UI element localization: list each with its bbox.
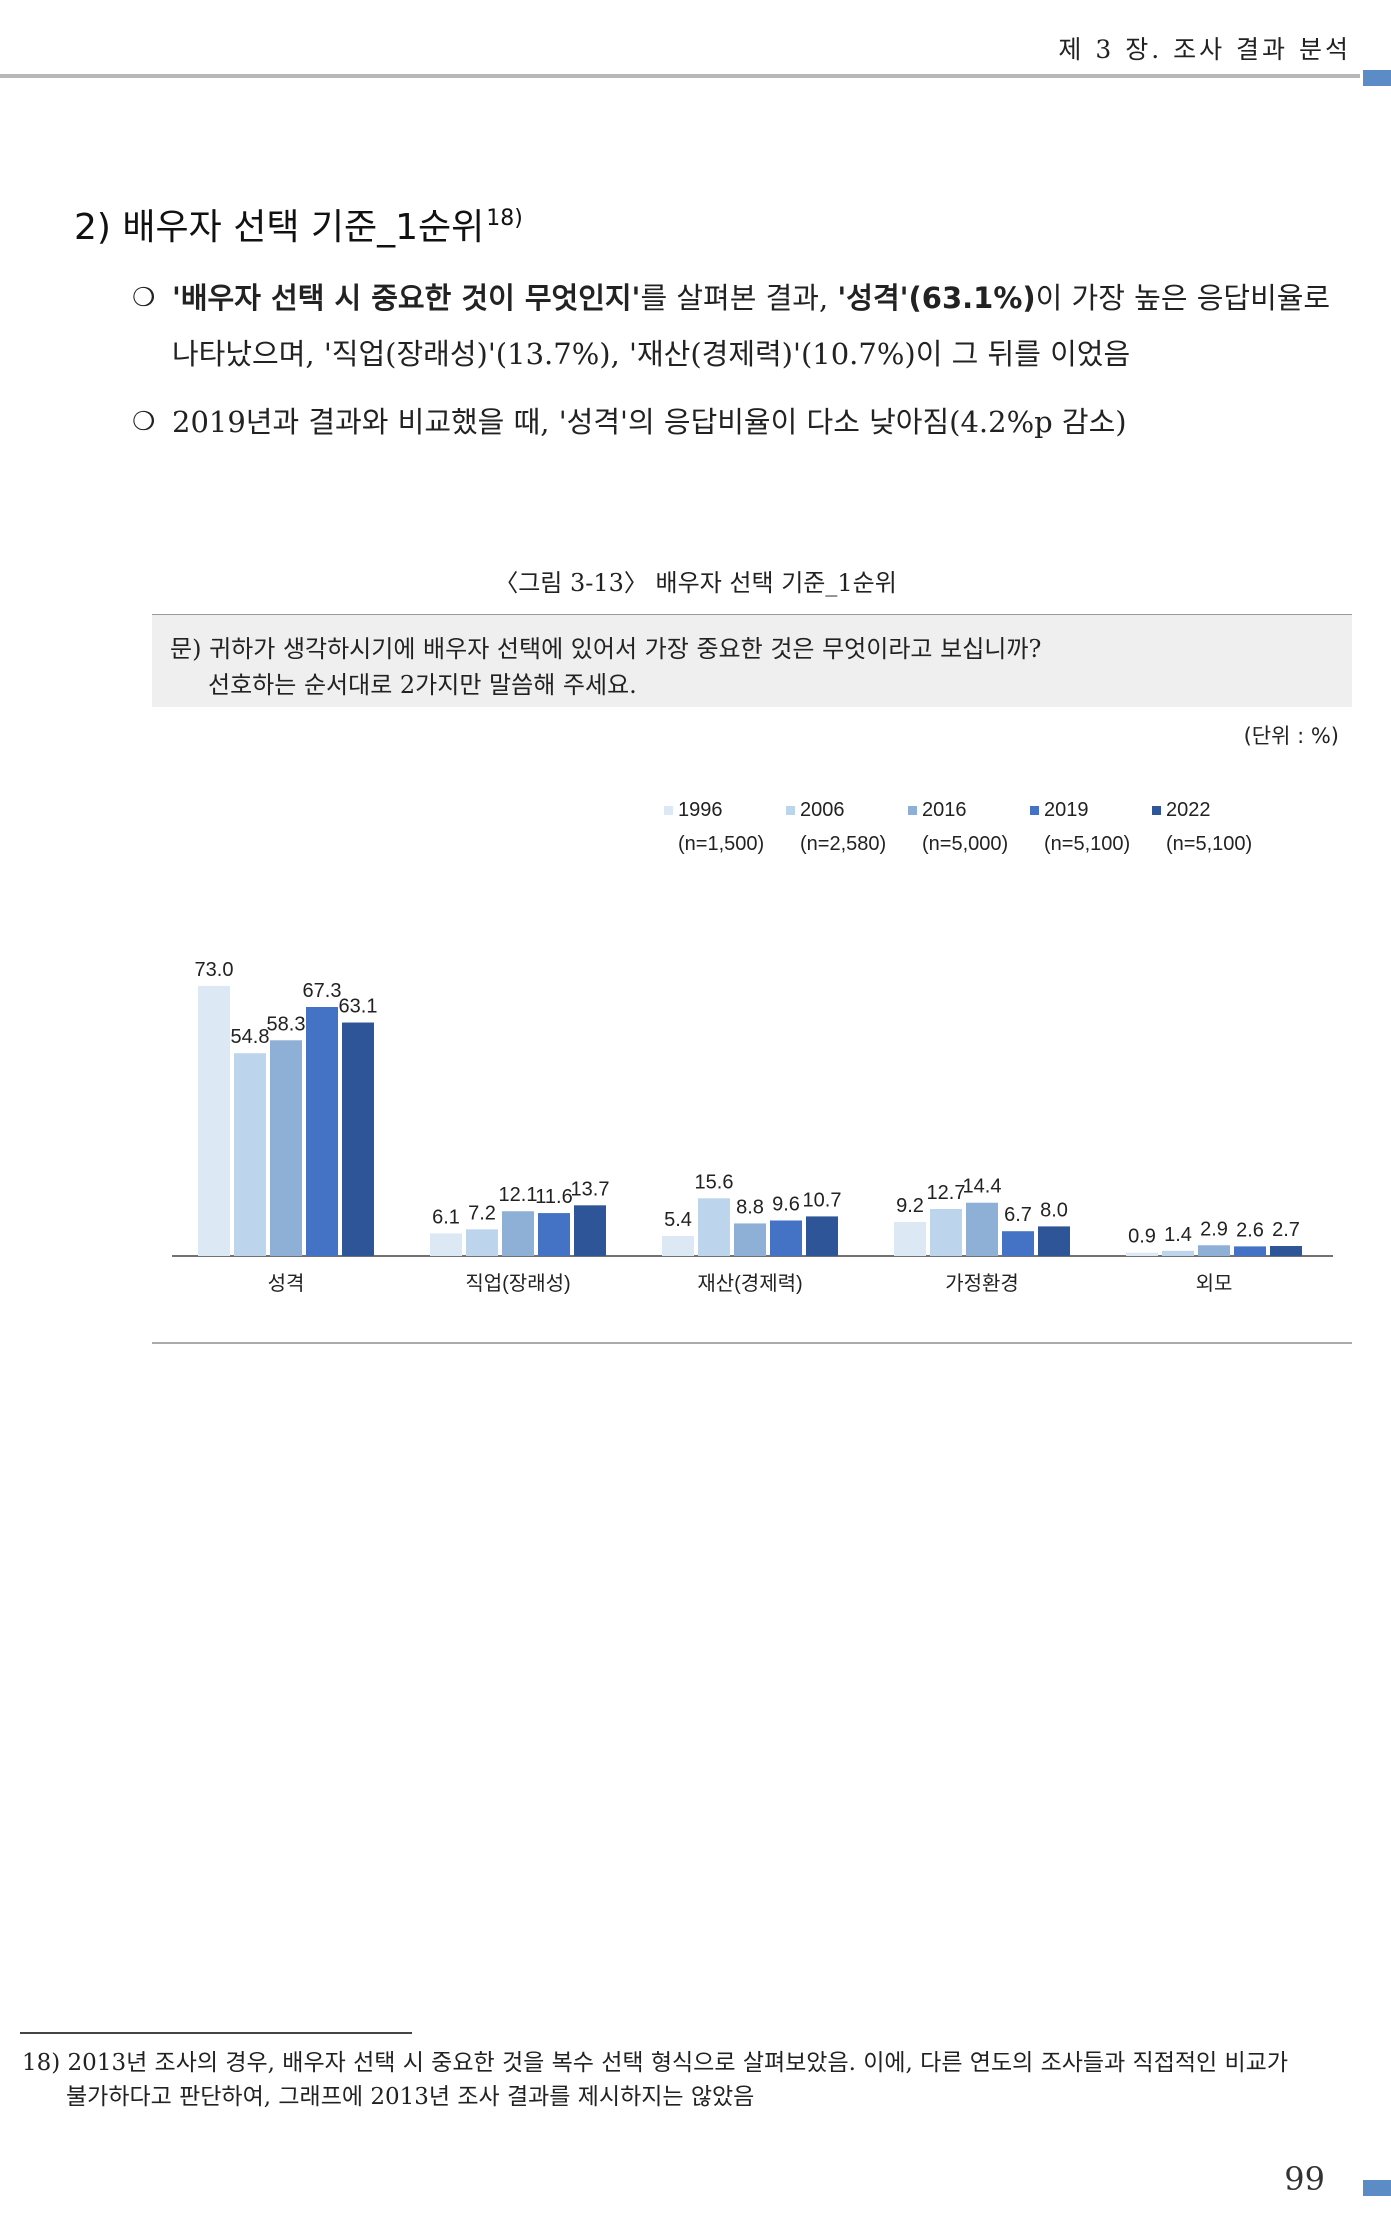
data-label-2022-3: 8.0 xyxy=(1040,1199,1068,1221)
bar-2016-3 xyxy=(966,1202,998,1256)
bar-2019-1 xyxy=(538,1213,570,1256)
bullet-mark: ❍ xyxy=(132,283,156,313)
data-label-2019-3: 6.7 xyxy=(1004,1204,1032,1226)
legend-swatch-2006 xyxy=(786,806,795,815)
data-label-2019-4: 2.6 xyxy=(1236,1219,1264,1241)
figure-bottom-rule xyxy=(152,1342,1352,1344)
header-rule xyxy=(0,74,1360,78)
question-box: 문) 귀하가 생각하시기에 배우자 선택에 있어서 가장 중요한 것은 무엇이라… xyxy=(152,614,1352,707)
data-label-2022-2: 10.7 xyxy=(803,1189,842,1211)
data-label-2016-3: 14.4 xyxy=(963,1176,1002,1198)
data-label-2006-4: 1.4 xyxy=(1164,1224,1192,1246)
question-line-2: 선호하는 순서대로 2가지만 말씀해 주세요. xyxy=(208,671,637,699)
data-label-2006-3: 12.7 xyxy=(927,1182,966,1204)
bullet-mark: ❍ xyxy=(132,407,156,437)
data-label-2016-0: 58.3 xyxy=(267,1013,306,1035)
unit-label: (단위 : %) xyxy=(1243,724,1339,748)
question-line-1: 문) 귀하가 생각하시기에 배우자 선택에 있어서 가장 중요한 것은 무엇이라… xyxy=(170,635,1042,663)
page-accent-block xyxy=(1363,2180,1391,2196)
bar-2016-4 xyxy=(1198,1245,1230,1256)
bullet-1-text-1: 를 살펴본 결과, xyxy=(640,281,838,315)
chapter-header: 제 3 장. 조사 결과 분석 xyxy=(1058,35,1351,64)
bar-2019-3 xyxy=(1002,1231,1034,1256)
data-label-2019-2: 9.6 xyxy=(772,1193,800,1215)
data-label-2019-0: 67.3 xyxy=(303,980,342,1002)
data-label-1996-4: 0.9 xyxy=(1128,1226,1156,1248)
category-label-0: 성격 xyxy=(268,1272,305,1295)
data-label-2016-1: 12.1 xyxy=(499,1184,538,1206)
bar-2022-2 xyxy=(806,1216,838,1256)
bar-1996-0 xyxy=(198,985,230,1256)
legend-n-2019: (n=5,100) xyxy=(1044,833,1130,855)
data-label-2022-1: 13.7 xyxy=(571,1178,610,1200)
header-accent-block xyxy=(1363,70,1391,86)
legend-n-1996: (n=1,500) xyxy=(678,833,764,855)
bar-1996-3 xyxy=(894,1221,926,1256)
data-label-2022-4: 2.7 xyxy=(1272,1219,1300,1241)
bar-2006-1 xyxy=(466,1229,498,1256)
category-label-2: 재산(경제력) xyxy=(697,1272,802,1295)
data-label-2006-1: 7.2 xyxy=(468,1202,496,1224)
bullet-1-text: '배우자 선택 시 중요한 것이 무엇인지'를 살펴본 결과, '성격'(63.… xyxy=(172,270,1391,382)
legend-n-2022: (n=5,100) xyxy=(1166,833,1252,855)
legend-n-2016: (n=5,000) xyxy=(922,833,1008,855)
bar-1996-2 xyxy=(662,1236,694,1256)
legend-label-1996: 1996 xyxy=(678,799,723,821)
bullet-1-bold-1: '배우자 선택 시 중요한 것이 무엇인지' xyxy=(172,281,641,315)
bar-chart: 73.0 54.858.3 67.363.1 성격 6.1 7.212.111.613.7… xyxy=(172,799,1333,1295)
legend-swatch-2016 xyxy=(908,806,917,815)
data-label-1996-1: 6.1 xyxy=(432,1206,460,1228)
bar-2006-0 xyxy=(234,1053,266,1256)
footnote-rule xyxy=(20,2032,412,2034)
bullet-1-bold-2: '성격'(63.1%) xyxy=(837,281,1036,315)
bullet-1-text-2: 이 가장 높은 응답비율로 xyxy=(1035,281,1331,315)
bar-2019-2 xyxy=(770,1220,802,1256)
data-label-2006-2: 15.6 xyxy=(695,1171,734,1193)
data-label-1996-0: 73.0 xyxy=(195,959,234,981)
legend-label-2022: 2022 xyxy=(1166,799,1211,821)
bar-2022-3 xyxy=(1038,1226,1070,1256)
data-label-2019-1: 11.6 xyxy=(535,1186,572,1208)
data-label-1996-3: 9.2 xyxy=(896,1195,924,1217)
footnote-line-1: 18) 2013년 조사의 경우, 배우자 선택 시 중요한 것을 복수 선택 … xyxy=(22,2050,1288,2076)
legend-swatch-2019 xyxy=(1030,806,1039,815)
category-label-3: 가정환경 xyxy=(945,1272,1019,1295)
bar-2006-3 xyxy=(930,1209,962,1256)
bar-2019-0 xyxy=(306,1006,338,1256)
footnote-ref: 18) xyxy=(486,206,523,231)
legend-label-2016: 2016 xyxy=(922,799,967,821)
bar-2006-4 xyxy=(1162,1250,1194,1256)
legend-n-2006: (n=2,580) xyxy=(800,833,886,855)
legend-label-2006: 2006 xyxy=(800,799,845,821)
bar-2016-0 xyxy=(270,1040,302,1256)
legend-swatch-2022 xyxy=(1152,806,1161,815)
data-label-1996-2: 5.4 xyxy=(664,1209,692,1231)
legend-swatch-1996 xyxy=(664,806,673,815)
bar-1996-4 xyxy=(1126,1252,1158,1256)
section-title: 2) 배우자 선택 기준_1순위18) xyxy=(74,198,523,250)
bar-2022-1 xyxy=(574,1205,606,1256)
figure-caption: 〈그림 3-13〉 배우자 선택 기준_1순위 xyxy=(494,569,897,597)
data-label-2022-0: 63.1 xyxy=(339,996,378,1018)
data-label-2016-4: 2.9 xyxy=(1200,1218,1228,1240)
data-label-2006-0: 54.8 xyxy=(231,1026,270,1048)
footnote: 18) 2013년 조사의 경우, 배우자 선택 시 중요한 것을 복수 선택 … xyxy=(22,2046,1382,2114)
footnote-line-2: 불가하다고 판단하여, 그래프에 2013년 조사 결과를 제시하지는 않았음 xyxy=(66,2084,755,2110)
legend-label-2019: 2019 xyxy=(1044,799,1089,821)
data-label-2016-2: 8.8 xyxy=(736,1196,764,1218)
bar-2006-2 xyxy=(698,1198,730,1256)
bar-2016-1 xyxy=(502,1211,534,1256)
section-title-text: 2) 배우자 선택 기준_1순위 xyxy=(74,207,485,248)
bullet-1-line-2: 나타났으며, '직업(장래성)'(13.7%), '재산(경제력)'(10.7%… xyxy=(172,337,1131,371)
bullet-2-text: 2019년과 결과와 비교했을 때, '성격'의 응답비율이 다소 낮아짐(4.… xyxy=(172,405,1127,439)
page-number: 99 xyxy=(1284,2160,1325,2198)
bar-2022-4 xyxy=(1270,1246,1302,1256)
bar-1996-1 xyxy=(430,1233,462,1256)
bar-2022-0 xyxy=(342,1022,374,1256)
category-label-1: 직업(장래성) xyxy=(465,1272,570,1295)
bar-2016-2 xyxy=(734,1223,766,1256)
bar-2019-4 xyxy=(1234,1246,1266,1256)
category-label-4: 외모 xyxy=(1196,1272,1233,1295)
